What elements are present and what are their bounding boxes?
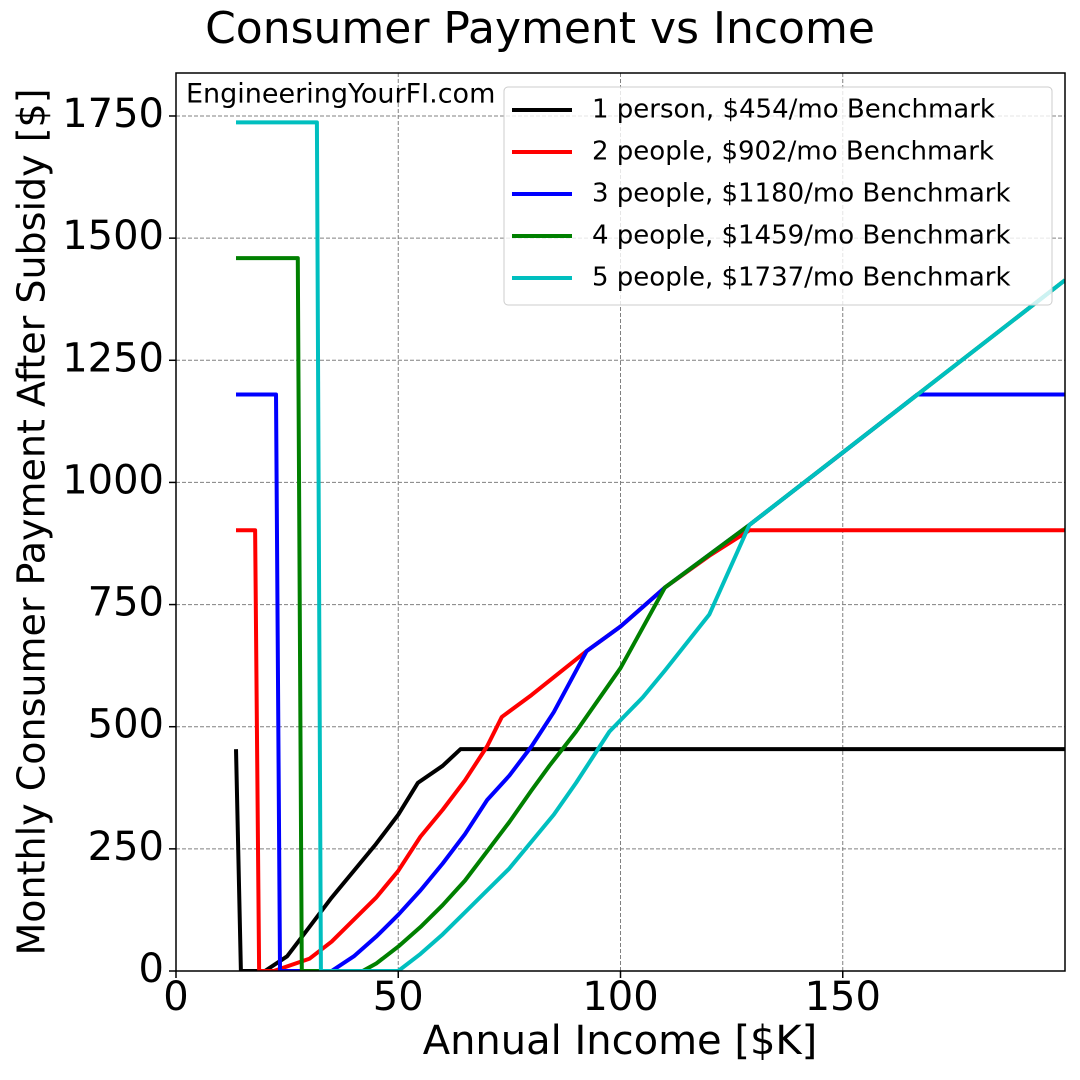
legend-box	[503, 86, 1053, 306]
y-tick-label: 250	[88, 824, 164, 870]
y-tick-label: 0	[139, 946, 164, 992]
legend-label: 4 people, $1459/mo Benchmark	[592, 221, 1011, 251]
y-tick-label: 1250	[62, 335, 164, 381]
legend-label: 1 person, $454/mo Benchmark	[592, 95, 995, 125]
x-tick-label: 100	[582, 974, 658, 1020]
series-line	[236, 256, 1065, 971]
y-tick-label: 1000	[62, 457, 164, 503]
y-tick-label: 1500	[62, 213, 164, 259]
x-tick-label: 50	[373, 974, 424, 1020]
legend-label: 5 people, $1737/mo Benchmark	[592, 263, 1011, 293]
series-line	[236, 120, 1065, 971]
legend-label: 3 people, $1180/mo Benchmark	[592, 179, 1011, 209]
plot-frame	[175, 72, 1066, 972]
series-line	[236, 392, 1065, 971]
y-tick-label: 1750	[62, 91, 164, 137]
y-tick-label: 500	[88, 702, 164, 748]
x-axis-label: Annual Income [$K]	[423, 1018, 818, 1064]
x-tick-label: 0	[163, 974, 188, 1020]
legend-label: 2 people, $902/mo Benchmark	[592, 137, 994, 167]
chart-title: Consumer Payment vs Income	[205, 3, 875, 54]
series-line	[234, 747, 1065, 971]
annotation: EngineeringYourFI.com	[186, 79, 495, 110]
x-tick-label: 150	[805, 974, 881, 1020]
y-axis-label: Monthly Consumer Payment After Subsidy […	[10, 88, 54, 955]
y-tick-label: 750	[88, 580, 164, 626]
